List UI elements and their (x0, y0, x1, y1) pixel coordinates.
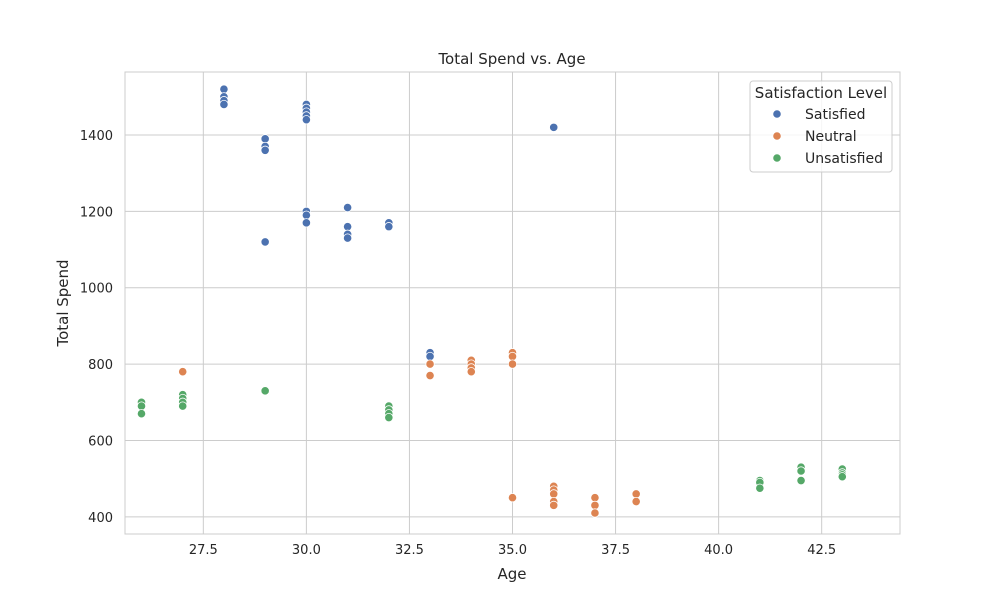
y-axis-label: Total Spend (54, 259, 72, 347)
legend: Satisfaction Level Satisfied Neutral Unsat… (749, 80, 893, 173)
y-tick-label: 400 (88, 511, 113, 526)
legend-box (749, 80, 893, 173)
data-point (837, 472, 847, 482)
data-point (260, 145, 270, 155)
x-axis-label: Age (497, 565, 526, 583)
x-tick-label: 32.5 (395, 543, 424, 558)
data-point (301, 218, 311, 228)
y-tick-label: 800 (88, 358, 113, 373)
x-tick-label: 30.0 (292, 543, 321, 558)
legend-title: Satisfaction Level (755, 84, 887, 102)
y-tick-labels: 400 600 800 1000 1200 1400 (80, 129, 113, 526)
series-satisfied (219, 84, 559, 362)
data-point (425, 370, 435, 381)
data-point (384, 222, 394, 232)
data-point (260, 386, 270, 396)
legend-label: Satisfied (805, 107, 865, 123)
data-point (590, 493, 600, 503)
data-point (631, 489, 641, 499)
y-tick-label: 1200 (80, 205, 113, 220)
y-tick-label: 1000 (80, 282, 113, 297)
data-point (425, 359, 435, 369)
data-point (425, 351, 435, 362)
data-point (549, 489, 559, 499)
data-point (631, 496, 641, 507)
data-point (796, 475, 806, 486)
data-point (136, 401, 147, 411)
x-tick-label: 42.5 (807, 543, 836, 558)
series-neutral (178, 348, 641, 518)
data-point (590, 500, 600, 510)
data-points (136, 84, 847, 518)
x-tick-labels: 27.5 30.0 32.5 35.0 37.5 40.0 42.5 (189, 543, 836, 558)
data-point (260, 237, 270, 247)
data-point (219, 99, 229, 110)
data-point (549, 122, 559, 132)
data-point (590, 508, 600, 518)
x-tick-label: 27.5 (189, 543, 218, 558)
series-unsatisfied (136, 386, 847, 493)
data-point (466, 367, 476, 377)
data-point (507, 359, 518, 369)
data-point (507, 493, 518, 503)
data-point (755, 483, 765, 493)
data-point (260, 134, 270, 144)
legend-marker (772, 153, 782, 163)
data-point (343, 202, 353, 213)
legend-items: Satisfied Neutral Unsatisfied (772, 107, 883, 167)
data-point (178, 367, 188, 377)
data-point (343, 222, 353, 232)
legend-label: Neutral (805, 129, 857, 145)
legend-label: Unsatisfied (805, 151, 883, 167)
data-point (178, 401, 188, 411)
x-tick-label: 37.5 (601, 543, 630, 558)
data-point (549, 500, 559, 510)
x-tick-label: 40.0 (704, 543, 733, 558)
data-point (384, 412, 394, 423)
chart-title: Total Spend vs. Age (437, 50, 585, 68)
x-tick-label: 35.0 (498, 543, 527, 558)
data-point (136, 409, 147, 419)
y-tick-label: 1400 (80, 129, 113, 144)
data-point (507, 351, 518, 362)
data-point (301, 115, 311, 125)
legend-marker (772, 131, 782, 141)
legend-marker (772, 109, 782, 119)
data-point (796, 466, 806, 476)
data-point (343, 233, 353, 243)
y-tick-label: 600 (88, 434, 113, 449)
data-point (219, 84, 229, 94)
data-point (301, 210, 311, 220)
